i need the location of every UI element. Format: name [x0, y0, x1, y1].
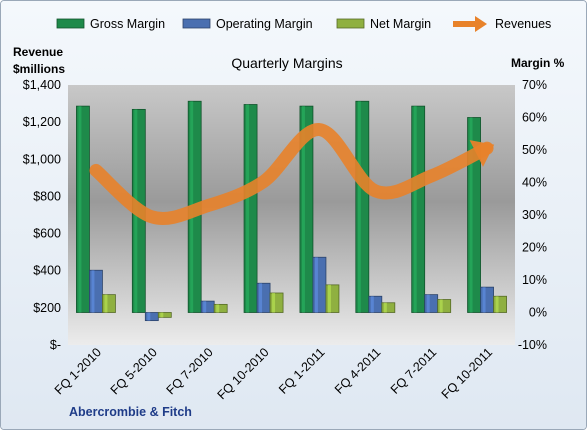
legend-item-gross-margin: Gross Margin — [56, 17, 165, 31]
revenue-line-series — [89, 123, 495, 225]
legend-label: Revenues — [495, 17, 551, 31]
bar-operating-margin — [424, 294, 439, 313]
bar-net-margin — [325, 284, 340, 313]
legend-item-net-margin: Net Margin — [336, 17, 431, 31]
right-axis-tick-label: 70% — [522, 78, 547, 92]
right-axis-label: Margin % — [511, 56, 565, 70]
bar-operating-margin — [144, 312, 159, 322]
left-axis-tick-label: $- — [50, 338, 61, 352]
legend: Gross Margin Operating Margin Net Margin Re… — [56, 16, 551, 32]
bar-gross-margin — [76, 105, 90, 313]
bar-net-margin — [269, 292, 284, 313]
bar-net-margin — [437, 299, 452, 313]
legend-swatch — [182, 18, 211, 29]
bar-gross-margin — [411, 105, 426, 313]
legend-item-operating-margin: Operating Margin — [182, 17, 313, 31]
bar-gross-margin — [467, 117, 481, 313]
right-axis-tick-label: 30% — [522, 208, 547, 222]
legend-swatch — [336, 18, 365, 29]
bar-net-margin — [157, 312, 172, 318]
bar-gross-margin — [243, 104, 258, 313]
bar-operating-margin — [89, 269, 103, 313]
bar-operating-margin — [480, 286, 494, 313]
revenue-line — [89, 123, 494, 225]
chart-title: Quarterly Margins — [231, 55, 342, 71]
right-axis-tick-label: 10% — [522, 273, 547, 287]
right-axis-ticks: -10% 0% 10% 20% 30% 40% 50% 60% 70% — [518, 78, 547, 352]
legend-label: Net Margin — [370, 17, 431, 31]
left-axis-tick-label: $800 — [33, 189, 61, 203]
revenue-arrowhead — [469, 140, 495, 167]
bar-operating-margin — [200, 300, 215, 313]
left-axis-tick-label: $200 — [33, 301, 61, 315]
bar-net-margin — [213, 303, 228, 313]
bar-gross-margin — [299, 105, 314, 313]
right-axis-tick-label: 20% — [522, 241, 547, 255]
bar-net-margin — [493, 295, 507, 313]
bar-net-margin — [102, 294, 116, 313]
legend-item-revenues: Revenues — [453, 16, 551, 32]
bar-operating-margin — [256, 282, 271, 313]
legend-arrowhead — [475, 16, 487, 32]
left-axis-label-line2: $millions — [13, 62, 65, 76]
right-axis-tick-label: -10% — [518, 338, 547, 352]
left-axis-label-line1: Revenue — [13, 45, 63, 59]
left-axis-tick-label: $1,000 — [23, 152, 61, 166]
company-name: Abercrombie & Fitch — [69, 405, 192, 419]
bar-net-margin — [381, 302, 396, 313]
right-axis-tick-label: 0% — [529, 306, 547, 320]
right-axis-tick-label: 40% — [522, 176, 547, 190]
bar-gross-margin — [355, 100, 370, 313]
legend-swatch — [56, 18, 85, 29]
left-axis-tick-label: $1,200 — [23, 115, 61, 129]
left-axis-tick-label: $600 — [33, 227, 61, 241]
right-axis-tick-label: 60% — [522, 111, 547, 125]
bar-operating-margin — [368, 295, 383, 313]
right-axis-tick-label: 50% — [522, 143, 547, 157]
bar-operating-margin — [312, 256, 327, 313]
left-axis-tick-label: $1,400 — [23, 78, 61, 92]
left-axis-tick-label: $400 — [33, 264, 61, 278]
left-axis-ticks: $- $200 $400 $600 $800 $1,000 $1,200 $1,400 — [23, 78, 61, 352]
legend-label: Operating Margin — [216, 17, 313, 31]
legend-label: Gross Margin — [90, 17, 165, 31]
